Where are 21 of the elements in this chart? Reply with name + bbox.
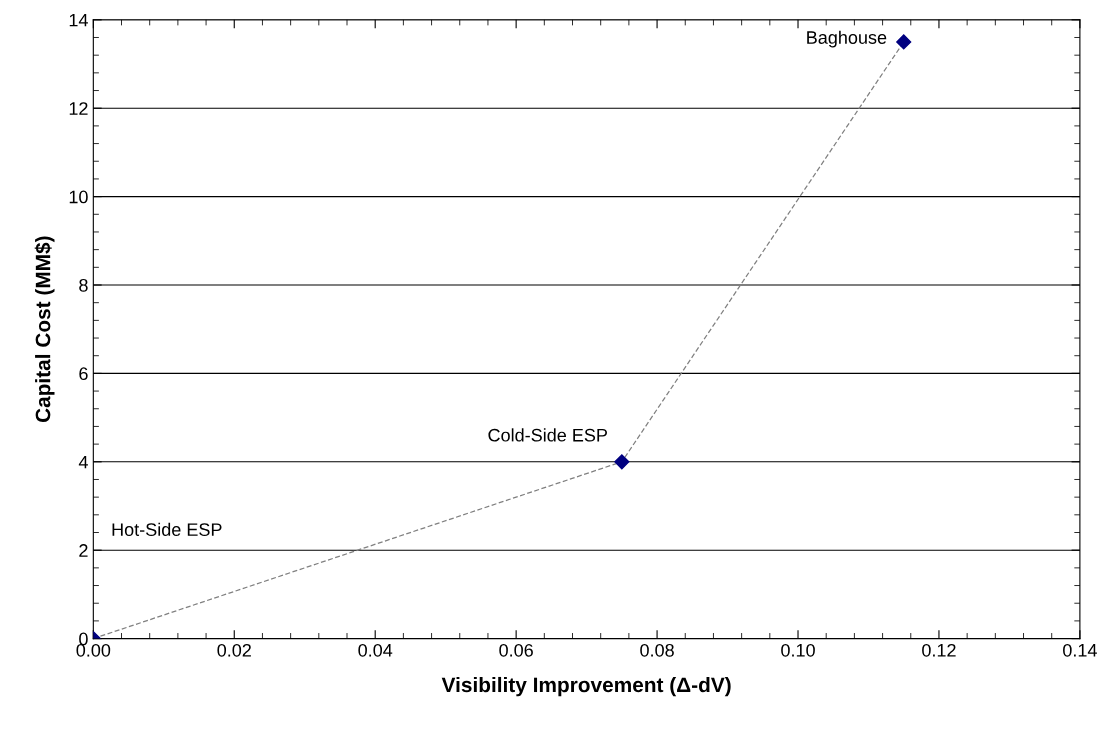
y-tick-label: 0 <box>79 632 88 646</box>
annotation: Baghouse <box>807 30 887 48</box>
annotation: Cold-Side ESP <box>488 428 607 442</box>
x-tick-label: 0.06 <box>499 643 533 657</box>
y-tick-label: 14 <box>69 13 88 27</box>
x-tick-label: 0.14 <box>1063 643 1097 657</box>
annotation: Hot-Side ESP <box>112 522 222 537</box>
x-tick-label: 0.12 <box>922 643 956 657</box>
y-tick-label: 8 <box>79 278 88 292</box>
x-tick-label: 0.04 <box>358 643 393 657</box>
y-tick-label: 4 <box>78 455 88 469</box>
y-tick-label: 10 <box>69 190 88 204</box>
y-tick-label: 2 <box>79 544 88 557</box>
x-tick-label: 0.08 <box>640 643 674 657</box>
x-tick-label: 0.02 <box>217 643 251 657</box>
x-axis-title: Visibility Improvement (Δ-dV) <box>441 676 731 697</box>
y-tick-label: 12 <box>69 102 88 115</box>
y-axis-title: Capital Cost (MM$) <box>34 236 55 423</box>
x-tick-label: 0.00 <box>76 643 111 657</box>
y-tick-label: 6 <box>79 367 88 381</box>
x-tick-label: 0.10 <box>781 643 815 657</box>
